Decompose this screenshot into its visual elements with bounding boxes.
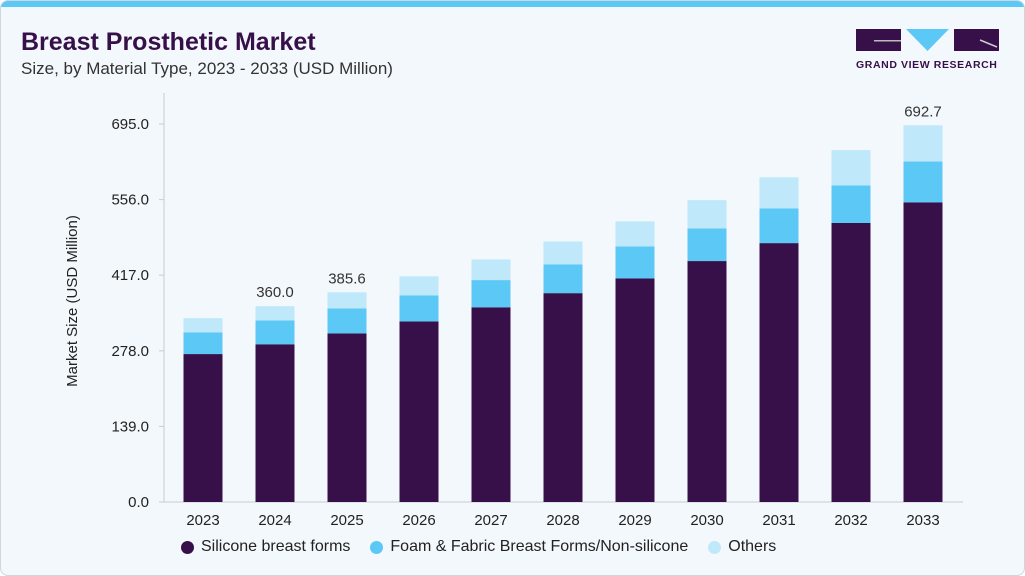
bar-silicone-2029 xyxy=(615,278,655,502)
x-tick-label: 2025 xyxy=(330,512,363,529)
legend: Silicone breast forms Foam & Fabric Brea… xyxy=(181,538,776,556)
y-tick-label: 417.0 xyxy=(111,267,149,284)
legend-label: Foam & Fabric Breast Forms/Non-silicone xyxy=(390,538,689,555)
bar-silicone-2027 xyxy=(471,307,511,502)
bar-silicone-2023 xyxy=(183,354,223,502)
bar-others-2030 xyxy=(687,200,727,229)
x-tick-label: 2029 xyxy=(618,512,651,529)
bar-foam-2030 xyxy=(687,228,727,262)
bar-foam-2027 xyxy=(471,280,511,308)
x-tick-label: 2032 xyxy=(834,512,867,529)
bar-foam-2024 xyxy=(255,320,295,345)
data-label-2024: 360.0 xyxy=(256,284,294,301)
bar-others-2028 xyxy=(543,241,583,265)
bar-silicone-2030 xyxy=(687,261,727,502)
grand-view-research-logo xyxy=(856,29,999,51)
x-tick-label: 2024 xyxy=(258,512,291,529)
bar-others-2024 xyxy=(255,306,295,321)
bar-foam-2025 xyxy=(327,308,367,334)
bar-foam-2026 xyxy=(399,295,439,322)
bar-others-2029 xyxy=(615,221,655,247)
bar-others-2025 xyxy=(327,292,367,309)
bar-silicone-2031 xyxy=(759,243,799,503)
bar-others-2032 xyxy=(831,150,871,186)
x-tick-label: 2028 xyxy=(546,512,579,529)
bar-foam-2023 xyxy=(183,332,223,355)
legend-label: Silicone breast forms xyxy=(201,538,351,555)
legend-swatch xyxy=(181,540,194,554)
bar-foam-2032 xyxy=(831,185,871,223)
bar-silicone-2028 xyxy=(543,293,583,502)
bar-silicone-2025 xyxy=(327,333,367,502)
bar-others-2027 xyxy=(471,259,511,281)
bar-others-2031 xyxy=(759,177,799,209)
data-label-2025: 385.6 xyxy=(328,270,366,287)
data-label-2033: 692.7 xyxy=(904,103,942,120)
logo-text: GRAND VIEW RESEARCH xyxy=(856,59,998,71)
y-axis-label: Market Size (USD Million) xyxy=(64,215,81,387)
bar-foam-2031 xyxy=(759,208,799,244)
legend-item-foam: Foam & Fabric Breast Forms/Non-silicone xyxy=(370,538,688,556)
bar-foam-2029 xyxy=(615,246,655,279)
bar-silicone-2032 xyxy=(831,222,871,502)
x-tick-label: 2031 xyxy=(762,512,795,529)
chart-title: Breast Prosthetic Market xyxy=(21,28,316,56)
bar-silicone-2033 xyxy=(903,202,943,502)
legend-item-others: Others xyxy=(708,538,776,556)
bar-foam-2033 xyxy=(903,161,943,203)
x-tick-label: 2033 xyxy=(906,512,939,529)
bar-others-2026 xyxy=(399,276,439,296)
legend-swatch xyxy=(708,540,722,554)
y-tick-label: 695.0 xyxy=(111,116,149,133)
legend-swatch xyxy=(370,540,384,554)
bar-foam-2028 xyxy=(543,264,583,294)
accent-stripe xyxy=(1,1,1024,7)
x-tick-label: 2027 xyxy=(474,512,507,529)
legend-label: Others xyxy=(728,538,777,555)
y-tick-label: 0.0 xyxy=(128,494,149,511)
bar-silicone-2026 xyxy=(399,321,439,502)
y-tick-label: 278.0 xyxy=(111,343,149,360)
chart-subtitle: Size, by Material Type, 2023 - 2033 (USD… xyxy=(21,59,393,78)
x-tick-label: 2030 xyxy=(690,512,723,529)
bar-silicone-2024 xyxy=(255,344,295,502)
x-tick-label: 2026 xyxy=(402,512,435,529)
legend-item-silicone: Silicone breast forms xyxy=(181,538,350,556)
y-tick-label: 556.0 xyxy=(111,192,149,209)
x-tick-label: 2023 xyxy=(186,512,219,529)
bar-others-2023 xyxy=(183,318,223,333)
y-tick-label: 139.0 xyxy=(111,418,149,435)
bar-others-2033 xyxy=(903,125,943,162)
